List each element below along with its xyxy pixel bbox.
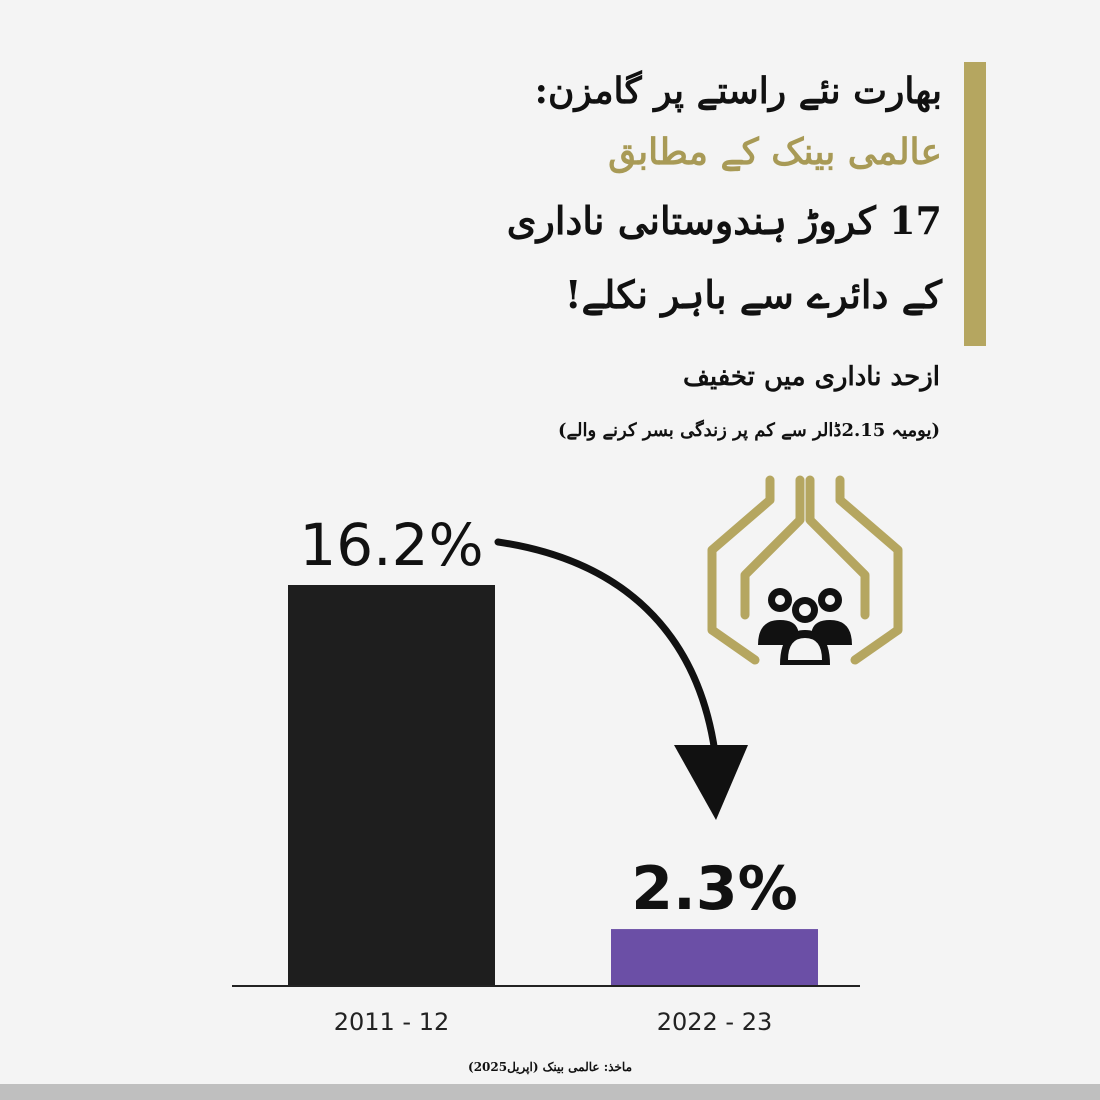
headline-line-2: عالمی بینک کے مطابق	[608, 131, 942, 173]
headline-line-1: بھارت نئے راستے پر گامزن:	[534, 70, 942, 112]
headline-line-3: 17 کروڑ ہندوستانی ناداری	[506, 198, 942, 243]
bar-2011-12	[288, 585, 495, 986]
value-label-2011-12: 16.2%	[299, 511, 483, 579]
value-label-2022-23: 2.3%	[631, 854, 797, 924]
bottom-strip	[0, 1084, 1100, 1100]
hands-protecting-people-icon	[707, 475, 903, 665]
accent-bar	[964, 62, 986, 346]
headline-line-4: کے دائرے سے باہر نکلے!	[564, 272, 942, 317]
arrow-head-icon	[674, 745, 748, 820]
bar-2022-23	[611, 929, 818, 986]
headline: بھارت نئے راستے پر گامزن: عالمی بینک کے …	[382, 62, 942, 332]
chart-note: (یومیہ 2.15ڈالر سے کم پر زندگی بسر کرنے …	[557, 420, 940, 441]
x-tick-label-2022-23: 2022 - 23	[657, 1008, 773, 1036]
x-tick-label-2011-12: 2011 - 12	[334, 1008, 450, 1036]
source-note: ماخذ: عالمی بینک (اپریل2025)	[468, 1060, 632, 1074]
chart-subtitle: ازحد ناداری میں تخفیف	[682, 362, 940, 392]
curved-down-arrow-icon	[494, 538, 720, 764]
